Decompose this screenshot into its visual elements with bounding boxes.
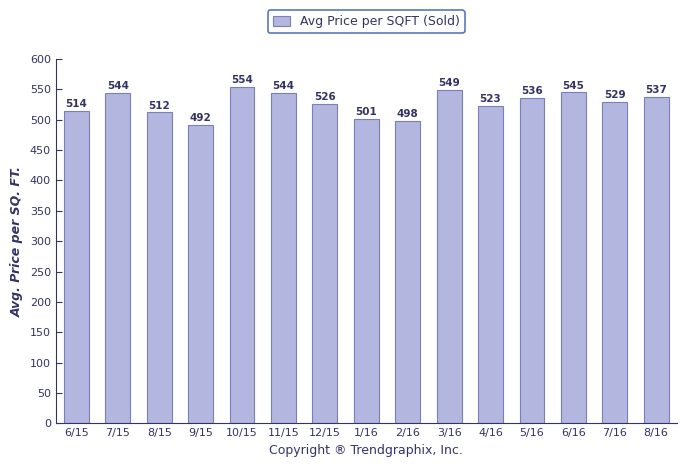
Bar <box>189 124 213 424</box>
Bar <box>561 92 585 424</box>
Text: 554: 554 <box>231 75 253 85</box>
Text: 501: 501 <box>356 107 377 117</box>
Text: 549: 549 <box>438 78 460 88</box>
Text: 544: 544 <box>272 81 294 91</box>
X-axis label: Copyright ® Trendgraphix, Inc.: Copyright ® Trendgraphix, Inc. <box>269 444 463 457</box>
Bar <box>312 104 337 424</box>
Text: 492: 492 <box>190 113 211 123</box>
Text: 529: 529 <box>604 90 625 100</box>
Bar <box>230 87 255 424</box>
Text: 526: 526 <box>314 92 336 102</box>
Bar <box>271 93 296 424</box>
Text: 537: 537 <box>645 85 667 95</box>
Text: 536: 536 <box>521 86 543 96</box>
Y-axis label: Avg. Price per SQ. FT.: Avg. Price per SQ. FT. <box>11 166 24 317</box>
Bar <box>519 98 544 424</box>
Text: 514: 514 <box>65 99 87 110</box>
Bar <box>64 111 89 424</box>
Text: 545: 545 <box>562 80 584 90</box>
Bar <box>396 121 420 424</box>
Bar <box>644 97 669 424</box>
Bar <box>602 102 627 424</box>
Bar <box>354 119 378 424</box>
Text: 523: 523 <box>480 94 502 104</box>
Text: 498: 498 <box>397 109 418 119</box>
Bar <box>437 90 462 424</box>
Legend: Avg Price per SQFT (Sold): Avg Price per SQFT (Sold) <box>268 10 465 34</box>
Text: 512: 512 <box>149 101 170 110</box>
Text: 544: 544 <box>107 81 129 91</box>
Bar <box>478 106 503 424</box>
Bar <box>147 112 171 424</box>
Bar <box>105 93 130 424</box>
